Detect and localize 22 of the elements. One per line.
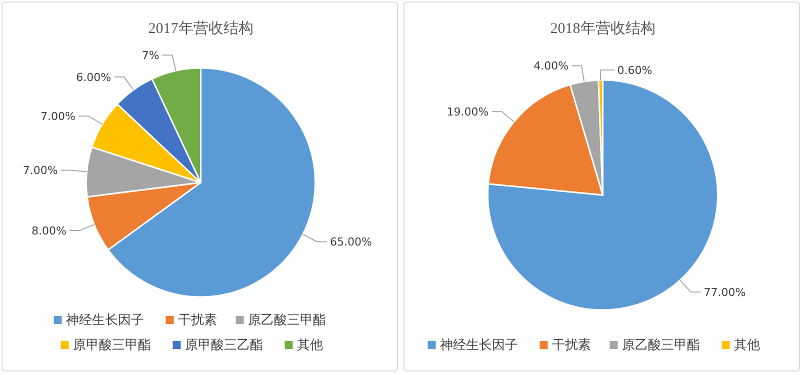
legend-label: 原甲酸三乙酯 — [184, 338, 263, 353]
data-label: 0.60% — [616, 64, 652, 78]
legend-label: 干扰素 — [551, 338, 590, 353]
chart-title: 2018年营收结构 — [550, 20, 655, 37]
legend-label: 原甲酸三甲酯 — [72, 338, 151, 353]
data-label: 65.00% — [330, 236, 372, 249]
data-label: 7.00% — [22, 164, 58, 178]
legend-label: 神经生长因子 — [66, 313, 144, 328]
legend-label: 神经生长因子 — [439, 338, 518, 353]
legend-label: 原乙酸三甲酯 — [248, 313, 326, 328]
data-label: 4.00% — [533, 60, 568, 73]
data-label: 6.00% — [76, 70, 112, 84]
chart-title: 2017年营收结构 — [148, 20, 254, 37]
data-label: 8.00% — [31, 224, 66, 238]
data-label: 77.00% — [703, 286, 746, 300]
data-label: 19.00% — [446, 106, 488, 119]
data-label: 7.00% — [40, 110, 76, 124]
legend-label: 其他 — [296, 338, 323, 353]
legend-label: 原乙酸三甲酯 — [621, 338, 700, 353]
data-label: 7% — [142, 49, 160, 62]
legend-label: 其他 — [733, 338, 760, 353]
legend-label: 干扰素 — [178, 313, 217, 328]
